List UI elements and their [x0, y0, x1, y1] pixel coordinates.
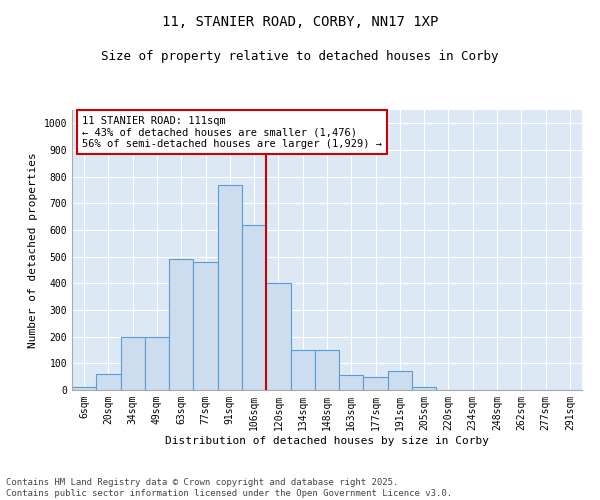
Text: 11, STANIER ROAD, CORBY, NN17 1XP: 11, STANIER ROAD, CORBY, NN17 1XP: [162, 15, 438, 29]
Bar: [121, 336, 145, 390]
Bar: [169, 260, 193, 390]
X-axis label: Distribution of detached houses by size in Corby: Distribution of detached houses by size …: [165, 436, 489, 446]
Bar: [315, 350, 339, 390]
Bar: [266, 284, 290, 390]
Bar: [193, 262, 218, 390]
Y-axis label: Number of detached properties: Number of detached properties: [28, 152, 38, 348]
Text: Contains HM Land Registry data © Crown copyright and database right 2025.
Contai: Contains HM Land Registry data © Crown c…: [6, 478, 452, 498]
Bar: [364, 376, 388, 390]
Bar: [72, 388, 96, 390]
Bar: [218, 184, 242, 390]
Text: Size of property relative to detached houses in Corby: Size of property relative to detached ho…: [101, 50, 499, 63]
Bar: [242, 224, 266, 390]
Bar: [290, 350, 315, 390]
Bar: [388, 372, 412, 390]
Bar: [339, 376, 364, 390]
Text: 11 STANIER ROAD: 111sqm
← 43% of detached houses are smaller (1,476)
56% of semi: 11 STANIER ROAD: 111sqm ← 43% of detache…: [82, 116, 382, 149]
Bar: [412, 388, 436, 390]
Bar: [96, 374, 121, 390]
Bar: [145, 336, 169, 390]
